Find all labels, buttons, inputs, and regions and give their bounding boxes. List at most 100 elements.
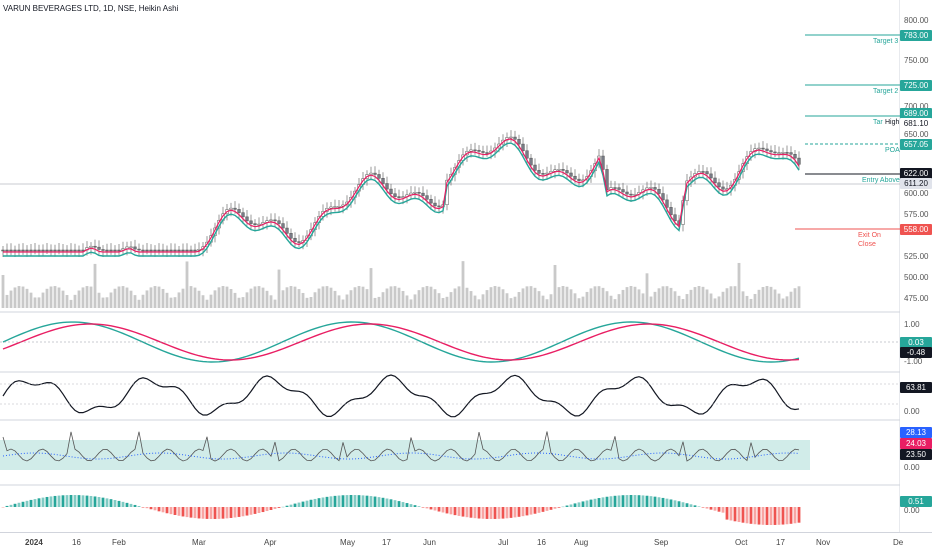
candle-body (281, 223, 285, 229)
volume-bar (533, 287, 537, 308)
histogram-bar (461, 507, 465, 517)
band-line (2, 431, 800, 462)
volume-bar (141, 294, 145, 308)
candle-body (705, 171, 709, 175)
band-tag-dark: 23.50 (900, 449, 932, 460)
volume-bar (453, 288, 457, 308)
histogram-bar (149, 507, 153, 510)
candle-body (1, 249, 5, 252)
histogram-bar (781, 507, 785, 525)
histogram-bar (653, 496, 657, 507)
volume-bar (261, 287, 265, 308)
histogram-bar (105, 498, 109, 507)
histogram-bar (93, 496, 97, 507)
volume-bar (433, 289, 437, 308)
histogram-bar (449, 507, 453, 515)
histogram-bar (257, 507, 261, 513)
candle-body (133, 246, 137, 250)
histogram-bar (581, 501, 585, 507)
histogram-bar (413, 505, 417, 507)
histogram-bar (705, 507, 709, 509)
candle-body (65, 249, 69, 252)
price-chart[interactable] (0, 0, 900, 532)
entry-label: Entry Above (862, 177, 900, 184)
candle-body (653, 187, 657, 190)
histogram-bar (305, 500, 309, 507)
histogram-bar (385, 498, 389, 507)
volume-bar (225, 286, 229, 308)
chart-area[interactable]: VARUN BEVERAGES LTD, 1D, NSE, Heikin Ash… (0, 0, 900, 532)
histogram-bar (381, 497, 385, 507)
volume-bar (77, 290, 81, 308)
volume-bar (373, 297, 377, 308)
candle-body (577, 178, 581, 181)
volume-bar (737, 262, 741, 308)
poa-label: POA (885, 147, 900, 154)
histogram-bar (157, 507, 161, 512)
histogram-bar (425, 507, 429, 509)
histogram-bar (721, 507, 725, 513)
histogram-bar (209, 507, 213, 519)
time-label: Nov (816, 538, 831, 547)
volume-bar (217, 287, 221, 308)
histogram-bar (137, 506, 141, 507)
histogram-bar (777, 507, 781, 525)
candle-body (121, 248, 125, 251)
candle-body (93, 245, 97, 248)
histogram-bar (133, 504, 137, 507)
volume-bar (493, 286, 497, 308)
volume-bar (381, 292, 385, 308)
histogram-bar (601, 497, 605, 507)
histogram-bar (445, 507, 449, 514)
histogram-bar (421, 507, 425, 508)
volume-bar (545, 299, 549, 308)
volume-bar (681, 299, 685, 308)
candle-body (429, 199, 433, 204)
candle-body (253, 223, 257, 225)
volume-bar (1, 275, 5, 308)
price-tick: 575.00 (904, 210, 929, 219)
volume-bar (577, 298, 581, 308)
histogram-bar (493, 507, 497, 519)
volume-bar (361, 286, 365, 308)
candle-body (545, 172, 549, 175)
volume-bar (369, 268, 373, 308)
time-axis[interactable]: 2024 16 Feb Mar Apr May 17 Jun Jul 16 Au… (0, 532, 932, 551)
candle-body (293, 237, 297, 242)
macd-tag-green: 0.03 (900, 337, 932, 348)
volume-bar (541, 295, 545, 308)
rsi-line (2, 374, 800, 418)
histogram-bar (605, 496, 609, 507)
histogram-bar (69, 495, 73, 507)
macd-tick: 1.00 (904, 320, 920, 329)
histogram-bar (745, 507, 749, 524)
volume-bar (153, 286, 157, 308)
candle-body (45, 249, 49, 252)
histogram-bar (573, 503, 577, 507)
price-scale[interactable]: 800.00 750.00 700.00 650.00 600.00 575.0… (900, 0, 932, 532)
histogram-bar (433, 507, 437, 511)
histogram-bar (113, 500, 117, 507)
volume-bar (429, 286, 433, 308)
volume-bar (33, 297, 37, 308)
time-label: Mar (192, 538, 206, 547)
histogram-bar (337, 495, 341, 507)
histogram-bar (697, 506, 701, 507)
histogram-bar (625, 495, 629, 507)
histogram-bar (389, 499, 393, 507)
time-label: May (340, 538, 356, 547)
histogram-bar (537, 507, 541, 513)
time-label: Apr (264, 538, 277, 547)
candle-body (153, 249, 157, 252)
signal-line (2, 323, 800, 361)
histogram-bar (17, 502, 21, 507)
histogram-bar (301, 501, 305, 507)
volume-bar (265, 290, 269, 308)
candle-body (757, 147, 761, 150)
volume-bar (149, 287, 153, 308)
histogram-bar (417, 506, 421, 507)
volume-bar (301, 292, 305, 308)
histogram-bar (169, 507, 173, 515)
histogram-bar (161, 507, 165, 513)
candle-body (765, 148, 769, 151)
